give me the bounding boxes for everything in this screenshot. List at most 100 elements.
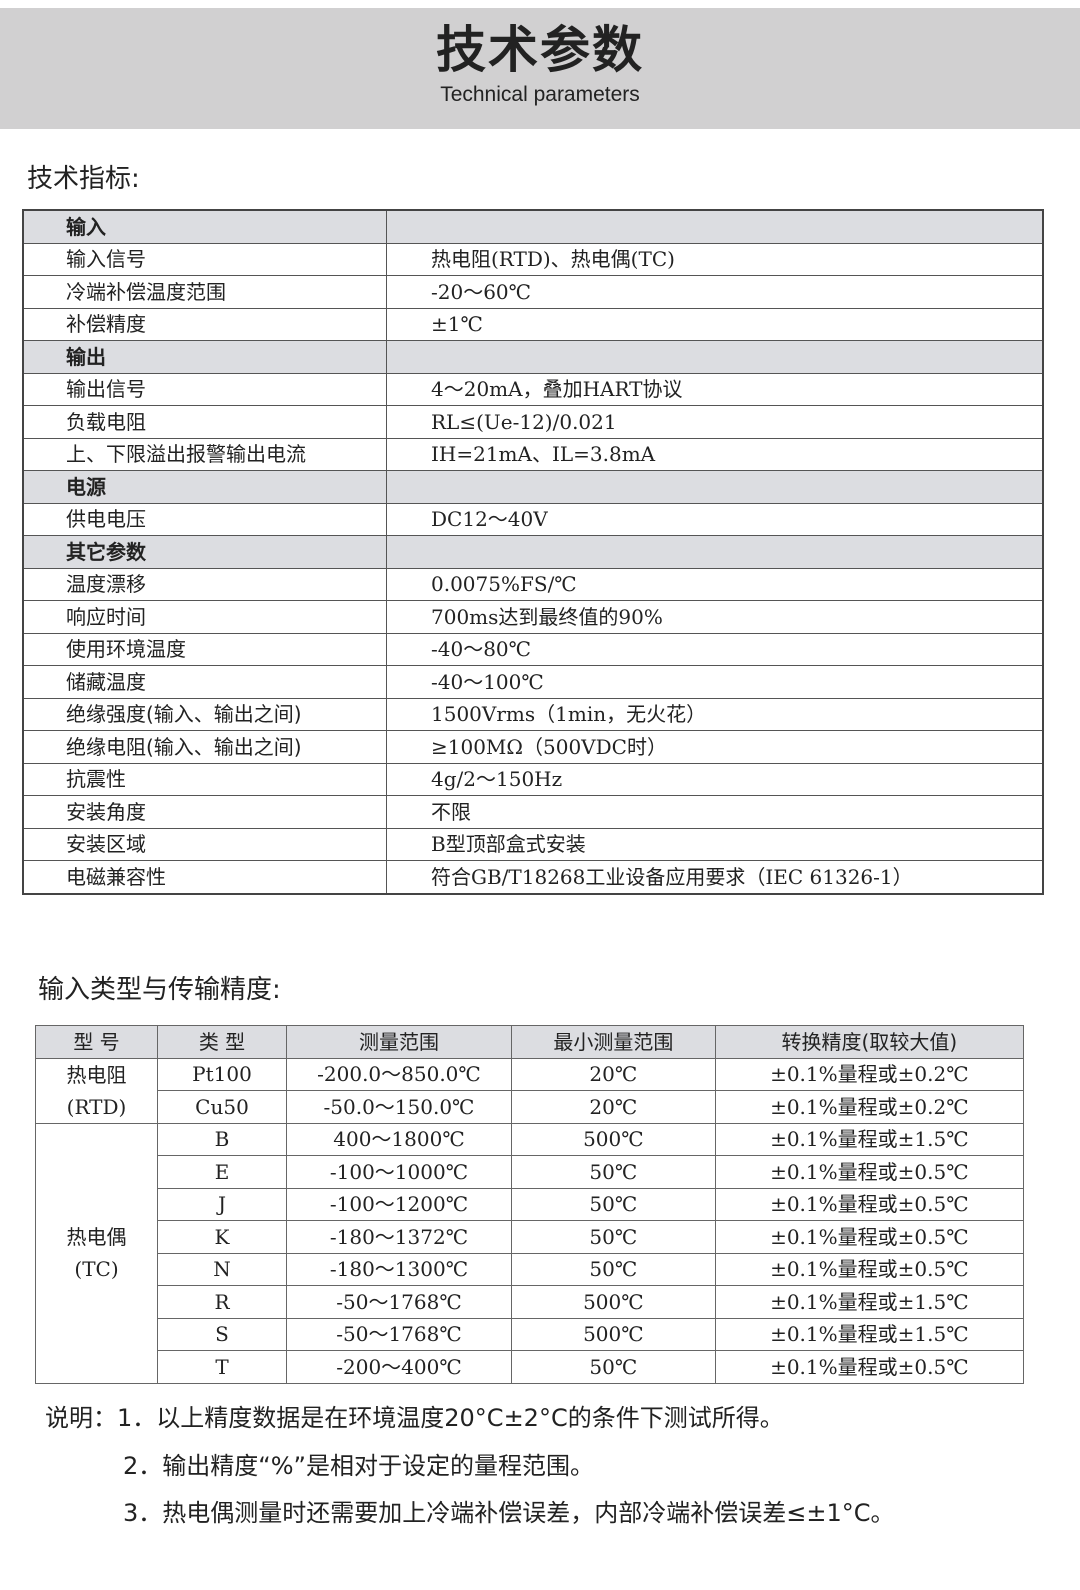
note-text: 1．以上精度数据是在环境温度20°C±2°C的条件下测试所得。	[117, 1404, 784, 1432]
table-cell: 20℃	[511, 1057, 716, 1091]
table-cell: ±0.1%量程或±0.5℃	[714, 1155, 1025, 1189]
table-row: 输入信号 热电阻(RTD)、热电偶(TC)	[22, 242, 1044, 276]
table-cell: -50.0～150.0℃	[285, 1090, 513, 1124]
table-row: K -180～1372℃ 50℃ ±0.1%量程或±0.5℃	[36, 1220, 1025, 1254]
column-header: 最小测量范围	[511, 1025, 716, 1059]
spec-value: 700ms达到最终值的90%	[386, 600, 1044, 634]
spec-value: 0.0075%FS/℃	[386, 567, 1044, 601]
spec-value: ±1℃	[386, 307, 1044, 341]
spec-key: 储藏温度	[22, 665, 387, 699]
note-3: 3．热电偶测量时还需要加上冷端补偿误差，内部冷端补偿误差≤±1°C。	[123, 1499, 895, 1527]
table-cell: K	[157, 1220, 287, 1254]
spec-value: B型顶部盒式安装	[386, 827, 1044, 861]
spec-key: 使用环境温度	[22, 632, 387, 666]
table-row: 热电阻 (RTD) Pt100 -200.0～850.0℃ 20℃ ±0.1%量程或±0.…	[34, 1057, 1025, 1124]
group-cell: 热电阻 (RTD)	[34, 1057, 159, 1124]
section-row: 输入	[22, 209, 1044, 244]
spec-key: 上、下限溢出报警输出电流	[22, 437, 387, 471]
table-cell: J	[157, 1187, 287, 1221]
spec-key: 负载电阻	[22, 405, 387, 439]
table-cell: 400～1800℃	[285, 1122, 513, 1156]
table-cell: 50℃	[511, 1187, 716, 1221]
spec-value	[386, 470, 1044, 504]
table-row: 冷端补偿温度范围 -20～60℃	[22, 275, 1044, 309]
spec-key: 绝缘强度(输入、输出之间)	[22, 697, 387, 731]
spec-value: 符合GB/T18268工业设备应用要求（IEC 61326-1）	[386, 860, 1044, 894]
note-1: 说明：1．以上精度数据是在环境温度20°C±2°C的条件下测试所得。	[45, 1404, 784, 1432]
table-cell: R	[157, 1285, 287, 1319]
table-row: E -100～1000℃ 50℃ ±0.1%量程或±0.5℃	[36, 1155, 1025, 1189]
spec-key: 输出信号	[22, 372, 387, 406]
table-cell: 50℃	[511, 1220, 716, 1254]
column-header: 类 型	[157, 1025, 287, 1059]
spec-value: 不限	[386, 795, 1044, 829]
table-cell: 500℃	[511, 1122, 716, 1156]
table-cell: -100～1000℃	[285, 1155, 513, 1189]
table-cell: 20℃	[511, 1090, 716, 1124]
spec-value: 热电阻(RTD)、热电偶(TC)	[386, 242, 1044, 276]
section-row: 其它参数	[22, 535, 1044, 569]
page-title: 技术参数	[436, 21, 644, 79]
note-prefix: 说明：	[45, 1404, 117, 1432]
table-cell: T	[157, 1350, 287, 1384]
spec-value	[386, 340, 1044, 374]
group-sublabel: (TC)	[74, 1257, 119, 1281]
spec-key: 输入	[22, 209, 387, 244]
table-cell: ±0.1%量程或±0.2℃	[714, 1090, 1025, 1124]
group-sublabel: (RTD)	[66, 1094, 127, 1119]
table-cell: ±0.1%量程或±0.5℃	[714, 1220, 1025, 1254]
spec-value: 4～20mA，叠加HART协议	[386, 372, 1044, 406]
table-row: J -100～1200℃ 50℃ ±0.1%量程或±0.5℃	[36, 1187, 1025, 1221]
group-label: 热电偶	[66, 1225, 127, 1249]
table-row: 储藏温度 -40～100℃	[22, 665, 1044, 699]
spec-key: 绝缘电阻(输入、输出之间)	[22, 730, 387, 764]
group-label: 热电阻	[66, 1062, 127, 1087]
table-cell: N	[157, 1252, 287, 1286]
spec-key: 其它参数	[22, 535, 387, 569]
table-cell: B	[157, 1122, 287, 1156]
specs-table: 输入 输入信号 热电阻(RTD)、热电偶(TC) 冷端补偿温度范围 -20～60℃ 补偿精…	[22, 209, 1044, 895]
table-cell: 50℃	[511, 1155, 716, 1189]
table-cell: -200～400℃	[285, 1350, 513, 1384]
table-cell: -180～1300℃	[285, 1252, 513, 1286]
table-cell: ±0.1%量程或±0.5℃	[714, 1350, 1025, 1384]
header-row: 型 号类 型测量范围 最小测量范围 转换精度(取较大值)	[34, 1025, 1025, 1059]
section-row: 输出	[22, 340, 1044, 374]
spec-key: 安装区域	[22, 827, 387, 861]
table-row: 抗震性 4g/2～150Hz	[22, 762, 1044, 796]
table-cell: ±0.1%量程或±0.5℃	[714, 1187, 1025, 1221]
group-cell: 热电偶 (TC)	[34, 1122, 159, 1384]
spec-value: 1500Vrms（1min，无火花）	[386, 697, 1044, 731]
note-2: 2．输出精度“%”是相对于设定的量程范围。	[123, 1452, 594, 1480]
table-cell: E	[157, 1155, 287, 1189]
spec-value: RL≤(Ue-12)/0.021	[386, 405, 1044, 439]
column-header: 转换精度(取较大值)	[714, 1025, 1025, 1059]
table-cell: 500℃	[511, 1317, 716, 1351]
table-row: 绝缘强度(输入、输出之间) 1500Vrms（1min，无火花）	[22, 697, 1044, 731]
spec-key: 响应时间	[22, 600, 387, 634]
table-row: 热电偶 (TC) B 400～1800℃ 500℃ ±0.1%量程或±1.5℃	[34, 1122, 1025, 1384]
table-row: T -200～400℃ 50℃ ±0.1%量程或±0.5℃	[36, 1350, 1025, 1384]
accuracy-table: 型 号类 型测量范围 最小测量范围 转换精度(取较大值) 热电阻 (RTD) Pt100-…	[34, 1025, 1025, 1384]
spec-key: 电磁兼容性	[22, 860, 387, 894]
spec-value	[386, 535, 1044, 569]
table-cell: -50～1768℃	[285, 1317, 513, 1351]
section-row: 电源	[22, 470, 1044, 504]
table-row: 补偿精度 ±1℃	[22, 307, 1044, 341]
spec-value	[386, 209, 1044, 244]
table-cell: Cu50	[157, 1090, 287, 1124]
table-row: 绝缘电阻(输入、输出之间) ≥100MΩ（500VDC时）	[22, 730, 1044, 764]
table-row: 使用环境温度 -40～80℃	[22, 632, 1044, 666]
table-cell: ±0.1%量程或±1.5℃	[714, 1285, 1025, 1319]
table-cell: ±0.1%量程或±0.2℃	[714, 1057, 1025, 1091]
table-cell: -50～1768℃	[285, 1285, 513, 1319]
table-row: 电磁兼容性 符合GB/T18268工业设备应用要求（IEC 61326-1）	[22, 860, 1044, 894]
table-cell: -200.0～850.0℃	[285, 1057, 513, 1091]
table-row: 输出信号 4～20mA，叠加HART协议	[22, 372, 1044, 406]
table-row: 安装区域 B型顶部盒式安装	[22, 827, 1044, 861]
table-row: 响应时间 700ms达到最终值的90%	[22, 600, 1044, 634]
spec-key: 输入信号	[22, 242, 387, 276]
spec-key: 输出	[22, 340, 387, 374]
spec-key: 冷端补偿温度范围	[22, 275, 387, 309]
accuracy-heading: 输入类型与传输精度:	[38, 975, 281, 1005]
